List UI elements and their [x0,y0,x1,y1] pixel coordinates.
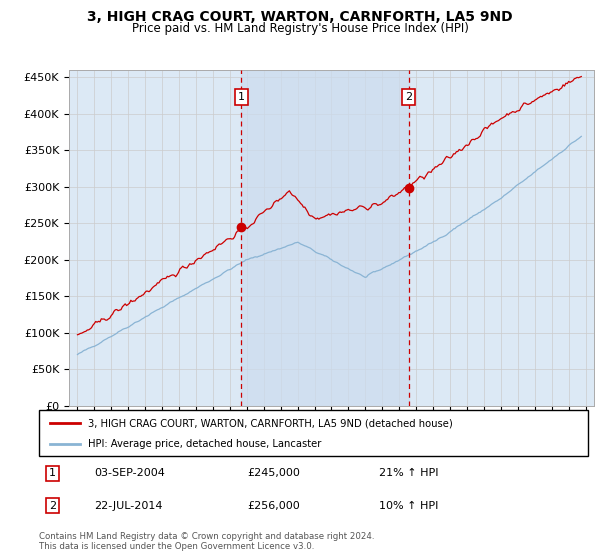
Text: £245,000: £245,000 [248,468,301,478]
Bar [241,70,409,406]
Text: 21% ↑ HPI: 21% ↑ HPI [379,468,439,478]
Text: 22-JUL-2014: 22-JUL-2014 [94,501,163,511]
Text: 2: 2 [405,92,412,102]
Text: 10% ↑ HPI: 10% ↑ HPI [379,501,439,511]
Text: 03-SEP-2004: 03-SEP-2004 [94,468,165,478]
Text: 1: 1 [49,468,56,478]
Text: Contains HM Land Registry data © Crown copyright and database right 2024.
This d: Contains HM Land Registry data © Crown c… [39,532,374,552]
Text: HPI: Average price, detached house, Lancaster: HPI: Average price, detached house, Lanc… [88,440,322,450]
Text: 2: 2 [49,501,56,511]
Text: 3, HIGH CRAG COURT, WARTON, CARNFORTH, LA5 9ND (detached house): 3, HIGH CRAG COURT, WARTON, CARNFORTH, L… [88,418,453,428]
Text: £256,000: £256,000 [248,501,301,511]
FancyBboxPatch shape [39,410,588,456]
Text: Price paid vs. HM Land Registry's House Price Index (HPI): Price paid vs. HM Land Registry's House … [131,22,469,35]
Text: 3, HIGH CRAG COURT, WARTON, CARNFORTH, LA5 9ND: 3, HIGH CRAG COURT, WARTON, CARNFORTH, L… [87,10,513,24]
Text: 1: 1 [238,92,245,102]
